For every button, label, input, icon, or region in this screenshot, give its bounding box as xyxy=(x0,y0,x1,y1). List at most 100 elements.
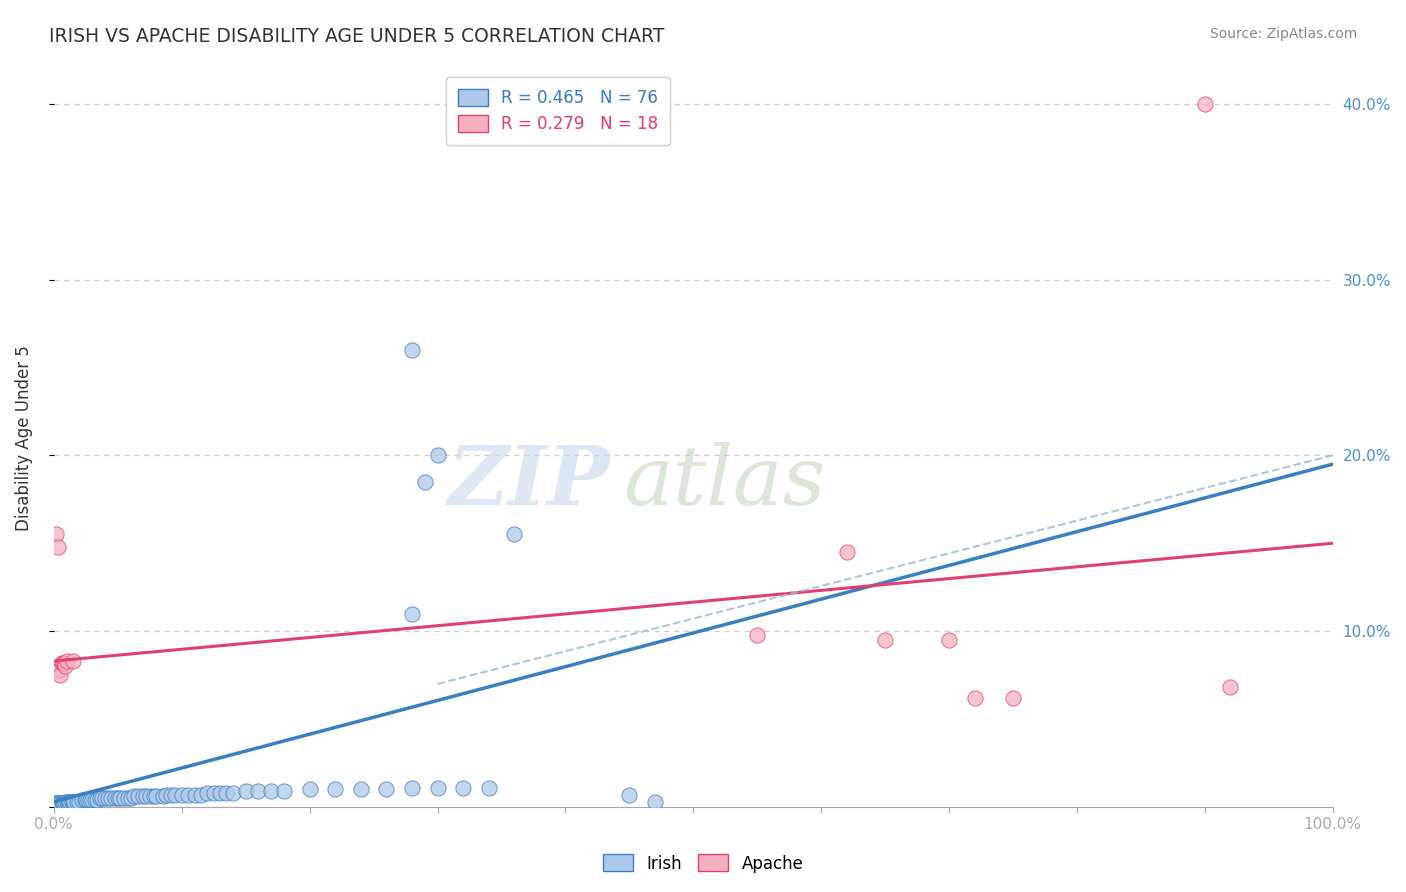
Point xyxy=(53,797,76,811)
Point xyxy=(107,791,129,805)
Point xyxy=(59,795,82,809)
Point xyxy=(75,793,97,807)
Point xyxy=(619,788,641,802)
Point xyxy=(83,793,105,807)
Point xyxy=(66,795,89,809)
Point xyxy=(451,780,474,795)
Point xyxy=(135,789,157,804)
Legend: Irish, Apache: Irish, Apache xyxy=(596,847,810,880)
Point xyxy=(91,791,114,805)
Point xyxy=(86,793,108,807)
Point xyxy=(202,786,225,800)
Point xyxy=(298,782,321,797)
Point xyxy=(323,782,346,797)
Point xyxy=(132,789,155,804)
Text: IRISH VS APACHE DISABILITY AGE UNDER 5 CORRELATION CHART: IRISH VS APACHE DISABILITY AGE UNDER 5 C… xyxy=(49,27,665,45)
Point xyxy=(413,475,436,489)
Point xyxy=(51,797,73,811)
Point xyxy=(401,607,423,621)
Text: ZIP: ZIP xyxy=(447,442,610,522)
Point xyxy=(45,527,67,541)
Text: Source: ZipAtlas.com: Source: ZipAtlas.com xyxy=(1209,27,1357,41)
Point xyxy=(1219,681,1241,695)
Point xyxy=(89,791,111,805)
Point xyxy=(79,793,101,807)
Point xyxy=(747,628,769,642)
Point xyxy=(215,786,238,800)
Point xyxy=(835,545,858,559)
Legend: R = 0.465   N = 76, R = 0.279   N = 18: R = 0.465 N = 76, R = 0.279 N = 18 xyxy=(446,77,669,145)
Point xyxy=(1194,96,1216,111)
Point xyxy=(644,795,666,809)
Point xyxy=(100,791,122,805)
Point xyxy=(48,797,70,811)
Point xyxy=(1002,690,1025,705)
Point xyxy=(117,791,139,805)
Point xyxy=(44,797,66,811)
Point xyxy=(139,789,162,804)
Point xyxy=(195,786,218,800)
Point xyxy=(52,797,75,811)
Point xyxy=(938,632,960,647)
Point xyxy=(127,789,149,804)
Point xyxy=(55,654,77,668)
Point xyxy=(60,795,83,809)
Point xyxy=(503,527,526,541)
Point xyxy=(260,784,283,798)
Point xyxy=(190,788,212,802)
Point xyxy=(120,791,142,805)
Point xyxy=(62,654,84,668)
Point xyxy=(426,448,449,462)
Point xyxy=(273,784,295,798)
Point xyxy=(110,791,132,805)
Point xyxy=(63,795,86,809)
Point xyxy=(45,797,67,811)
Point xyxy=(401,343,423,357)
Point xyxy=(165,788,187,802)
Point xyxy=(183,788,205,802)
Point xyxy=(177,788,200,802)
Point xyxy=(142,789,165,804)
Point xyxy=(49,797,72,811)
Point xyxy=(160,788,183,802)
Point xyxy=(82,793,104,807)
Point xyxy=(53,795,76,809)
Point xyxy=(209,786,232,800)
Point xyxy=(73,793,96,807)
Point xyxy=(53,659,76,673)
Point xyxy=(96,791,118,805)
Point xyxy=(426,780,449,795)
Point xyxy=(46,797,69,811)
Point xyxy=(62,795,84,809)
Point xyxy=(152,789,174,804)
Point xyxy=(478,780,501,795)
Point xyxy=(48,663,70,677)
Point xyxy=(46,540,69,554)
Point xyxy=(94,791,117,805)
Point xyxy=(104,791,127,805)
Point xyxy=(49,668,72,682)
Y-axis label: Disability Age Under 5: Disability Age Under 5 xyxy=(15,345,32,531)
Point xyxy=(70,793,93,807)
Point xyxy=(145,789,167,804)
Point xyxy=(53,656,76,670)
Point xyxy=(963,690,986,705)
Point xyxy=(375,782,398,797)
Point xyxy=(55,795,77,809)
Point xyxy=(875,632,897,647)
Point xyxy=(124,789,146,804)
Text: atlas: atlas xyxy=(623,442,825,522)
Point xyxy=(350,782,373,797)
Point xyxy=(247,784,270,798)
Point xyxy=(51,656,73,670)
Point xyxy=(170,788,193,802)
Point xyxy=(401,780,423,795)
Point xyxy=(77,793,100,807)
Point xyxy=(222,786,245,800)
Point xyxy=(58,795,80,809)
Point xyxy=(56,797,79,811)
Point xyxy=(235,784,257,798)
Point xyxy=(52,656,75,670)
Point xyxy=(112,791,135,805)
Point xyxy=(155,788,177,802)
